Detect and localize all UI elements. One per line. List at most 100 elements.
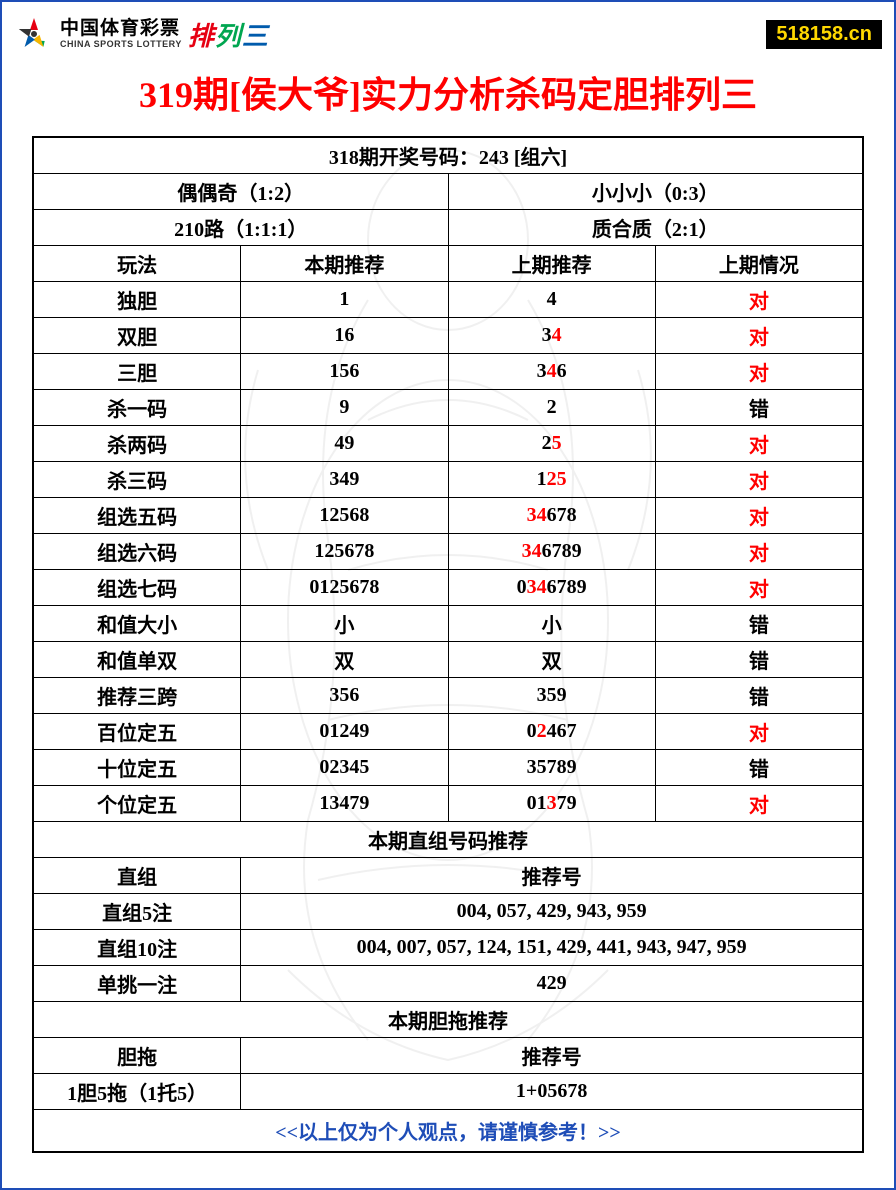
prev-cell: 34 (448, 318, 655, 354)
site-badge: 518158.cn (766, 20, 882, 49)
logo-cn-text: 中国体育彩票 (60, 19, 182, 40)
table-row: 单挑一注429 (34, 966, 863, 1002)
col-header: 玩法 (34, 246, 241, 282)
current-cell: 356 (241, 678, 448, 714)
current-cell: 125678 (241, 534, 448, 570)
summary-cell: 质合质（2:1） (448, 210, 863, 246)
table-row: 杀两码4925对 (34, 426, 863, 462)
table-row: 个位定五1347901379对 (34, 786, 863, 822)
prev-cell: 346 (448, 354, 655, 390)
status-cell: 错 (655, 390, 862, 426)
footer-note: <<以上仅为个人观点，请谨慎参考！>> (34, 1110, 863, 1152)
play-cell: 独胆 (34, 282, 241, 318)
section3-h1: 胆拖 (34, 1038, 241, 1074)
status-cell: 错 (655, 678, 862, 714)
table-row: 直组5注004, 057, 429, 943, 959 (34, 894, 863, 930)
prev-cell: 小 (448, 606, 655, 642)
table-row: 双胆1634对 (34, 318, 863, 354)
table-row: 杀三码349125对 (34, 462, 863, 498)
status-cell: 错 (655, 750, 862, 786)
prev-cell: 125 (448, 462, 655, 498)
current-cell: 小 (241, 606, 448, 642)
play-cell: 双胆 (34, 318, 241, 354)
logo-block: 中国体育彩票 CHINA SPORTS LOTTERY 排列三 (14, 14, 269, 54)
play-cell: 和值单双 (34, 642, 241, 678)
current-cell: 1 (241, 282, 448, 318)
section3-h2: 推荐号 (241, 1038, 863, 1074)
header: 中国体育彩票 CHINA SPORTS LOTTERY 排列三 518158.c… (14, 10, 882, 58)
prev-cell: 346789 (448, 534, 655, 570)
table-row: 杀一码92错 (34, 390, 863, 426)
prev-cell: 02467 (448, 714, 655, 750)
table-row: 组选五码1256834678对 (34, 498, 863, 534)
section-title: 本期胆拖推荐 (34, 1002, 863, 1038)
rec-label: 直组5注 (34, 894, 241, 930)
rec-label: 直组10注 (34, 930, 241, 966)
current-cell: 01249 (241, 714, 448, 750)
status-cell: 对 (655, 462, 862, 498)
brand-pailiesan: 排列三 (188, 16, 269, 53)
play-cell: 组选七码 (34, 570, 241, 606)
col-header: 上期情况 (655, 246, 862, 282)
status-cell: 对 (655, 426, 862, 462)
current-cell: 13479 (241, 786, 448, 822)
rec-value: 004, 057, 429, 943, 959 (241, 894, 863, 930)
play-cell: 和值大小 (34, 606, 241, 642)
table-row: 直组10注004, 007, 057, 124, 151, 429, 441, … (34, 930, 863, 966)
prev-cell: 01379 (448, 786, 655, 822)
current-cell: 349 (241, 462, 448, 498)
table-row: 和值单双双双错 (34, 642, 863, 678)
result-line: 318期开奖号码：243 [组六] (34, 138, 863, 174)
play-cell: 三胆 (34, 354, 241, 390)
status-cell: 对 (655, 714, 862, 750)
prev-cell: 35789 (448, 750, 655, 786)
status-cell: 对 (655, 570, 862, 606)
table-row: 百位定五0124902467对 (34, 714, 863, 750)
prev-cell: 359 (448, 678, 655, 714)
logo-en-text: CHINA SPORTS LOTTERY (60, 40, 182, 50)
status-cell: 对 (655, 534, 862, 570)
current-cell: 12568 (241, 498, 448, 534)
main-table: 318期开奖号码：243 [组六] 偶偶奇（1:2） 小小小（0:3） 210路… (32, 136, 864, 1153)
prev-cell: 2 (448, 390, 655, 426)
status-cell: 对 (655, 498, 862, 534)
rec-value: 004, 007, 057, 124, 151, 429, 441, 943, … (241, 930, 863, 966)
section-title: 本期直组号码推荐 (34, 822, 863, 858)
play-cell: 个位定五 (34, 786, 241, 822)
status-cell: 对 (655, 786, 862, 822)
table-row: 组选七码01256780346789对 (34, 570, 863, 606)
section2-h2: 推荐号 (241, 858, 863, 894)
page-title: 319期[侯大爷]实力分析杀码定胆排列三 (14, 66, 882, 118)
play-cell: 十位定五 (34, 750, 241, 786)
prev-cell: 0346789 (448, 570, 655, 606)
table-row: 组选六码125678346789对 (34, 534, 863, 570)
status-cell: 对 (655, 354, 862, 390)
summary-cell: 小小小（0:3） (448, 174, 863, 210)
col-header: 本期推荐 (241, 246, 448, 282)
prev-cell: 4 (448, 282, 655, 318)
status-cell: 错 (655, 606, 862, 642)
rec-label: 1胆5拖（1托5） (34, 1074, 241, 1110)
col-header: 上期推荐 (448, 246, 655, 282)
play-cell: 百位定五 (34, 714, 241, 750)
table-row: 1胆5拖（1托5）1+05678 (34, 1074, 863, 1110)
prev-cell: 25 (448, 426, 655, 462)
current-cell: 9 (241, 390, 448, 426)
table-row: 推荐三跨356359错 (34, 678, 863, 714)
play-cell: 推荐三跨 (34, 678, 241, 714)
current-cell: 156 (241, 354, 448, 390)
current-cell: 49 (241, 426, 448, 462)
play-cell: 杀两码 (34, 426, 241, 462)
rec-value: 1+05678 (241, 1074, 863, 1110)
play-cell: 组选五码 (34, 498, 241, 534)
lottery-logo-icon (14, 14, 54, 54)
play-cell: 杀一码 (34, 390, 241, 426)
table-row: 和值大小小小错 (34, 606, 863, 642)
play-cell: 组选六码 (34, 534, 241, 570)
table-row: 三胆156346对 (34, 354, 863, 390)
prev-cell: 34678 (448, 498, 655, 534)
table-row: 独胆14对 (34, 282, 863, 318)
status-cell: 错 (655, 642, 862, 678)
rec-value: 429 (241, 966, 863, 1002)
status-cell: 对 (655, 282, 862, 318)
